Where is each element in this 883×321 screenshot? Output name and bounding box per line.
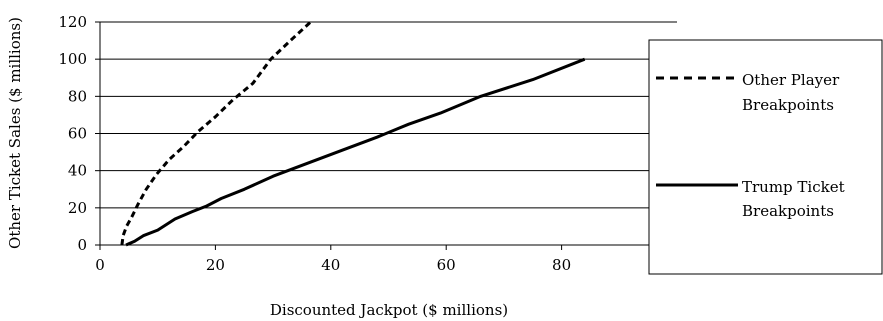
x-tick-label-20: 20	[206, 256, 225, 274]
series-lines	[120, 20, 586, 247]
axes	[95, 21, 678, 250]
y-tick-labels: 0 20 40 60 80 100 120	[58, 13, 87, 254]
x-tick-label-80: 80	[552, 256, 571, 274]
x-tick-label-0: 0	[95, 256, 105, 274]
legend-label-1-0: Trump Ticket	[742, 178, 845, 196]
y-tick-label-40: 40	[68, 162, 87, 180]
y-tick-label-0: 0	[77, 236, 87, 254]
series-line-other-player	[120, 20, 312, 246]
x-tick-label-40: 40	[321, 256, 340, 274]
y-tick-label-100: 100	[58, 50, 87, 68]
x-axis-title: Discounted Jackpot ($ millions)	[270, 301, 508, 319]
legend-label-0-1: Breakpoints	[742, 96, 834, 114]
y-tick-label-20: 20	[68, 199, 87, 217]
legend: Other Player Breakpoints Trump Ticket Break…	[648, 39, 883, 275]
y-axis-title: Other Ticket Sales ($ millions)	[6, 17, 24, 249]
x-tick-label-60: 60	[437, 256, 456, 274]
y-tick-label-60: 60	[68, 125, 87, 143]
y-tick-label-80: 80	[68, 87, 87, 105]
y-tick-label-120: 120	[58, 13, 87, 31]
legend-label-1-1: Breakpoints	[742, 202, 834, 220]
legend-label-0-0: Other Player	[742, 71, 840, 89]
series-line-trump-ticket	[125, 57, 586, 247]
grid-lines	[100, 21, 677, 209]
